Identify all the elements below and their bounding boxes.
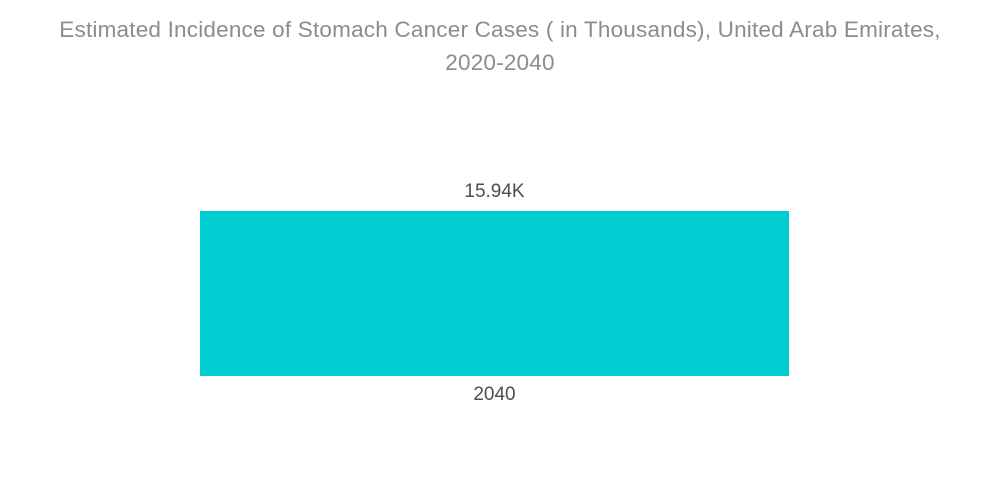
chart-title: Estimated Incidence of Stomach Cancer Ca… xyxy=(59,17,941,75)
bar-value-label: 15.94K xyxy=(464,181,525,202)
x-axis-label-2040: 2040 xyxy=(473,384,516,405)
bar-2040[interactable] xyxy=(200,211,789,376)
